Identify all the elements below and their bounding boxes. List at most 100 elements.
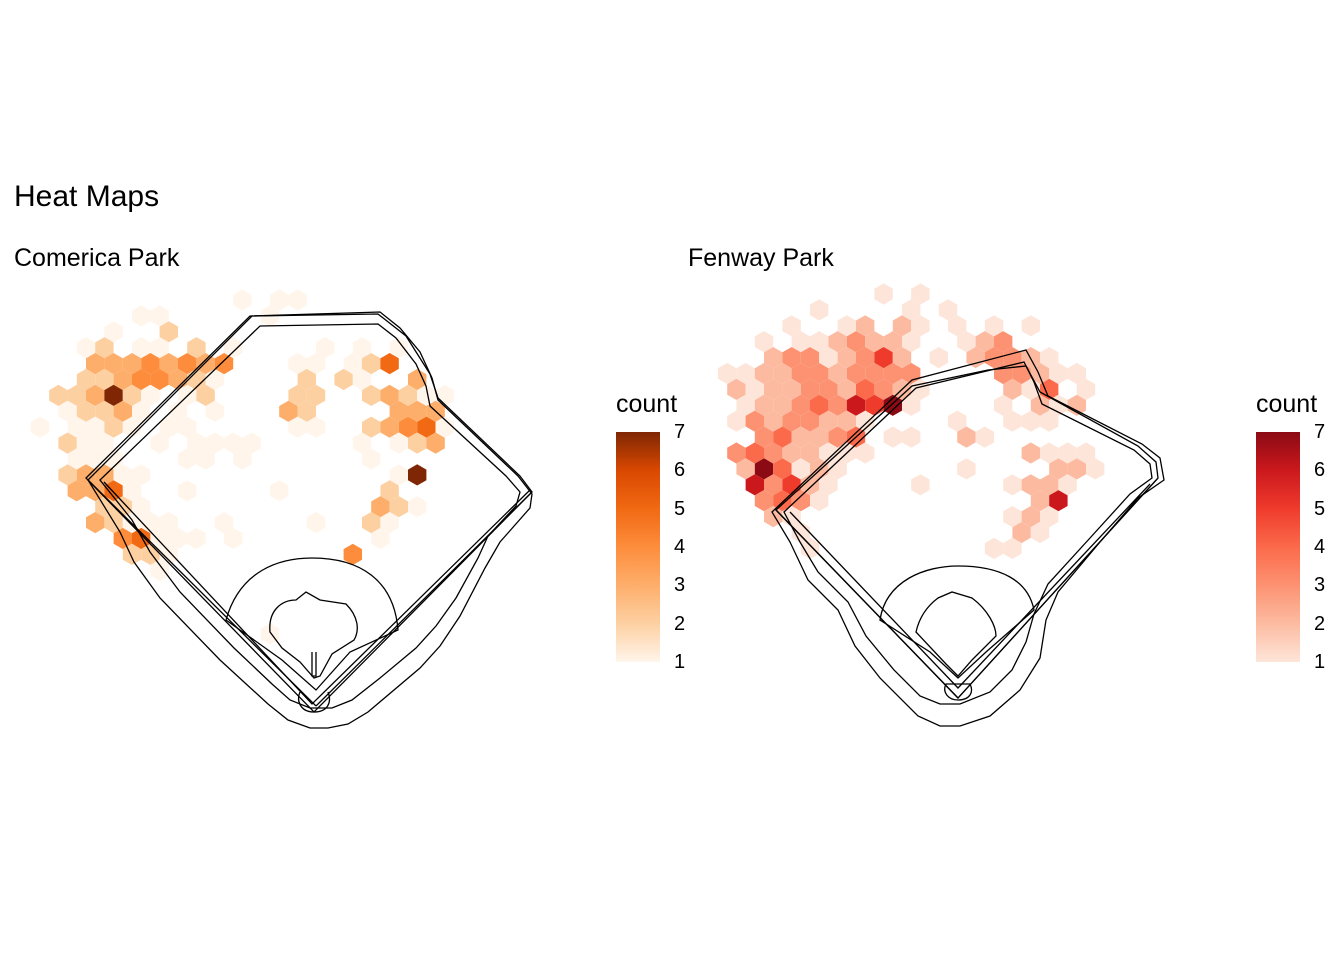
- comerica-hexbin: [408, 464, 427, 486]
- comerica-hexbin: [306, 416, 326, 438]
- comerica-hexbin: [362, 384, 381, 406]
- comerica-hexbin: [297, 400, 316, 422]
- fenway-subtitle: Fenway Park: [688, 244, 834, 272]
- fenway-hexbin: [819, 474, 838, 496]
- comerica-hexbin: [380, 480, 399, 502]
- fenway-hexbin: [791, 331, 810, 353]
- fenway-hexbin: [819, 378, 838, 400]
- comerica-hexbin: [270, 289, 289, 311]
- fenway-hexbin: [727, 378, 746, 400]
- comerica-hexbin: [159, 512, 178, 534]
- comerica-hexbin: [187, 527, 206, 550]
- comerica-hexbin: [398, 384, 418, 406]
- fenway-hexbin: [856, 315, 875, 337]
- comerica-hexbin: [104, 321, 123, 343]
- fenway-hexbin: [828, 362, 847, 385]
- fenway-hexbin: [810, 331, 829, 353]
- fenway-hexbin: [1003, 537, 1022, 559]
- fenway-hexbin: [902, 299, 921, 321]
- fenway-hexbin: [1021, 474, 1040, 496]
- fenway-hexbin: [1021, 506, 1040, 528]
- comerica-hexbin: [371, 527, 390, 550]
- fenway-hexbin: [764, 474, 783, 496]
- comerica-hexbin: [417, 384, 436, 406]
- comerica-legend-label: 6: [674, 459, 686, 482]
- fenway-hexbin: [773, 394, 792, 416]
- fenway-hexbin: [957, 331, 976, 353]
- comerica-hexbin: [408, 368, 427, 391]
- comerica-legend-label: 5: [674, 497, 686, 520]
- fenway-legend: count 1 2 3 4 5 6 7: [1252, 390, 1344, 680]
- comerica-hexbin: [408, 432, 427, 454]
- fenway-hexbin: [966, 347, 985, 369]
- comerica-hexbin: [435, 416, 454, 438]
- comerica-hexbin: [362, 512, 381, 534]
- fenway-hexbin: [764, 347, 783, 369]
- comerica-fair-territory: [85, 313, 533, 713]
- fenway-hexbin: [745, 378, 764, 400]
- fenway-hexbin: [782, 347, 801, 369]
- comerica-hexbin: [306, 384, 326, 406]
- fenway-hexbin: [984, 315, 1004, 337]
- fenway-legend-tick: [1300, 432, 1308, 433]
- comerica-hexbin: [113, 400, 132, 422]
- fenway-hexbin: [994, 394, 1013, 416]
- comerica-legend-tick: [660, 662, 668, 663]
- fenway-legend-label: 7: [1314, 421, 1326, 443]
- comerica-hexbin: [168, 400, 188, 422]
- fenway-hexbin: [865, 331, 884, 353]
- fenway-hexbin: [745, 442, 764, 464]
- comerica-hexbin: [417, 416, 436, 438]
- comerica-legend-label: 3: [674, 574, 686, 597]
- comerica-hexbin: [122, 353, 142, 375]
- fenway-hexbin: [782, 378, 801, 400]
- comerica-hexbin: [224, 527, 243, 550]
- comerica-hexbin: [371, 496, 390, 518]
- comerica-hexbin: [132, 496, 151, 518]
- fenway-hexbin: [902, 394, 921, 416]
- comerica-hexbin: [95, 368, 114, 391]
- fenway-hexbin: [1049, 362, 1068, 385]
- comerica-hexbin: [104, 384, 123, 406]
- fenway-hexbin: [791, 490, 810, 512]
- comerica-hexbin: [343, 543, 362, 565]
- fenway-hexbin: [948, 315, 967, 337]
- comerica-hexbin: [122, 480, 142, 502]
- fenway-hexbin: [1058, 474, 1077, 496]
- comerica-hexbin: [104, 448, 123, 470]
- comerica-infield-dirt: [269, 591, 358, 679]
- comerica-hexbin: [288, 289, 307, 311]
- comerica-hexbin: [196, 448, 215, 470]
- fenway-hexbin: [828, 458, 847, 480]
- fenway-hexbin: [800, 378, 820, 400]
- fenway-hexbin: [718, 362, 737, 385]
- comerica-hexbin: [178, 416, 197, 438]
- comerica-hexbin: [362, 416, 381, 438]
- comerica-hexbin: [67, 480, 86, 502]
- comerica-hexbin: [288, 416, 307, 438]
- fenway-hexbin: [819, 347, 838, 369]
- fenway-hexbin: [782, 474, 801, 496]
- comerica-hexbin: [132, 400, 151, 422]
- fenway-hexbin: [865, 362, 884, 385]
- fenway-colorbar: [1256, 432, 1300, 662]
- comerica-hexbin: [150, 337, 169, 359]
- fenway-hexbin: [1040, 506, 1059, 528]
- fenway-hexbin: [1040, 410, 1059, 432]
- comerica-hexbin: [352, 337, 372, 359]
- comerica-hexbin: [214, 512, 234, 534]
- comerica-hexbin: [141, 384, 160, 406]
- fenway-legend-title: count: [1256, 390, 1318, 418]
- fenway-legend-tick: [1300, 585, 1308, 587]
- fenway-hexbin: [1058, 442, 1077, 464]
- fenway-hexbin: [1003, 474, 1022, 496]
- comerica-hexbin: [233, 289, 252, 311]
- fenway-hexbin: [874, 378, 893, 400]
- comerica-legend-tick: [660, 508, 668, 510]
- fenway-hexbin: [837, 378, 856, 400]
- fenway-hexbin: [902, 426, 921, 448]
- comerica-hexbin: [76, 337, 96, 359]
- comerica-infield-arc: [225, 557, 399, 691]
- comerica-legend: count 1 2 3 4 5 6 7: [612, 390, 732, 680]
- fenway-infield-line: [789, 483, 1151, 689]
